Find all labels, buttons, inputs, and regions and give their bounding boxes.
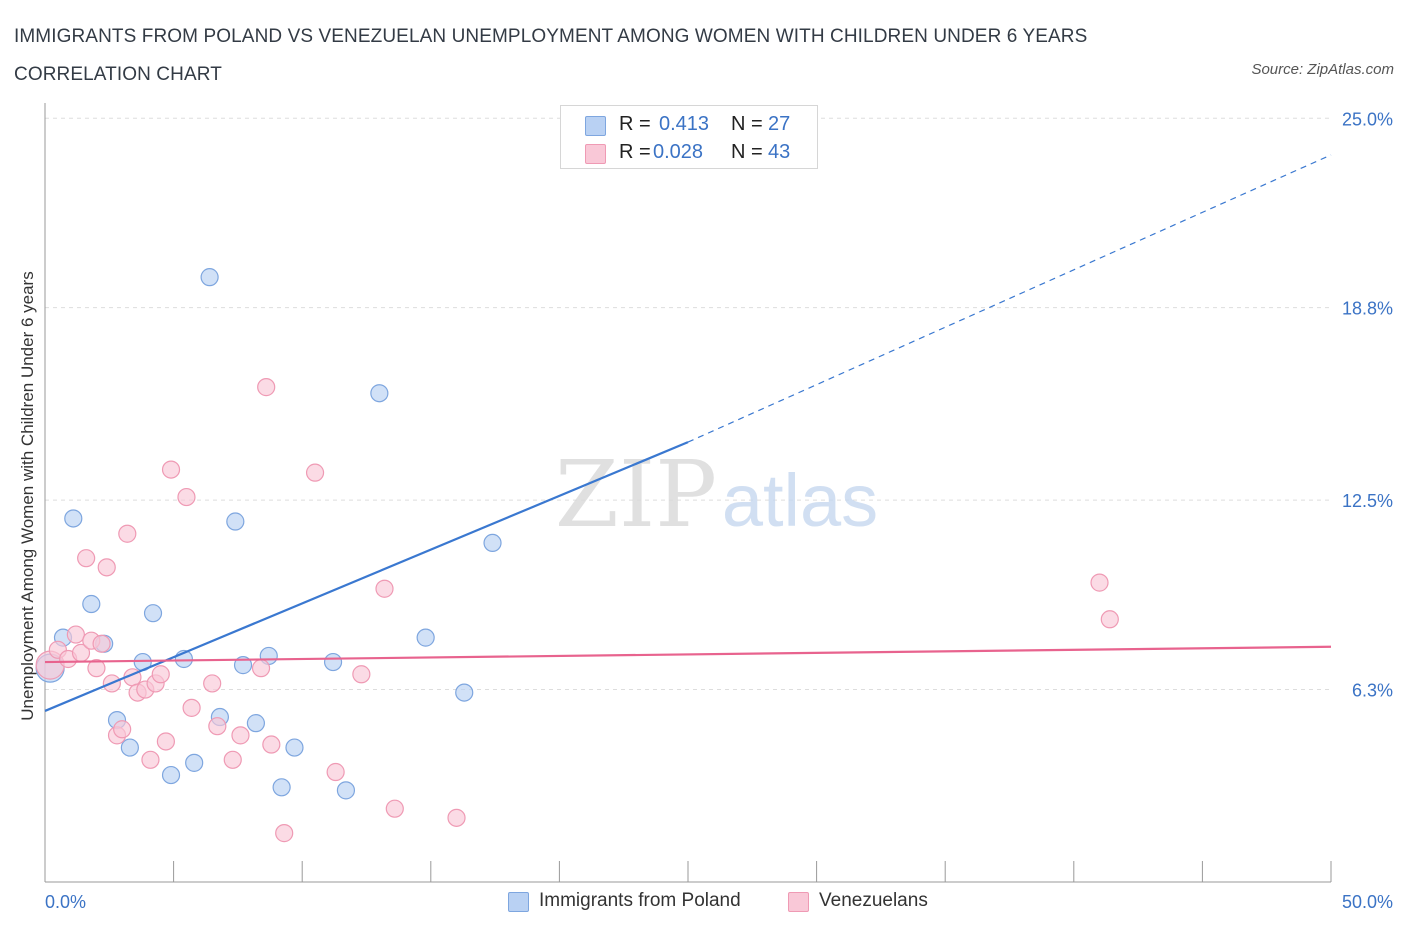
watermark: ZIP atlas — [555, 441, 878, 548]
venezuelans-point — [231, 726, 250, 745]
legend-r-label: R = — [619, 113, 651, 135]
poland-point — [483, 533, 502, 553]
y-tick-label: 18.8% — [1342, 299, 1393, 319]
x-tick-label: 0.0% — [45, 892, 86, 912]
poland-point — [185, 753, 204, 772]
venezuelans-point — [257, 378, 276, 397]
legend-label-venezuelans: Venezuelans — [819, 890, 928, 911]
venezuelans-trend-line — [44, 645, 1332, 664]
venezuelans-point — [161, 460, 181, 479]
watermark-atlas: atlas — [722, 459, 878, 542]
venezuelans-point — [156, 732, 175, 751]
poland-point — [82, 594, 101, 614]
venezuelans-point — [262, 735, 281, 754]
venezuelans-point — [113, 720, 132, 739]
venezuelans-point — [1090, 573, 1109, 592]
venezuelans-point — [203, 674, 222, 693]
venezuelans-point — [87, 659, 106, 678]
poland-point — [323, 652, 343, 672]
poland-point — [200, 268, 219, 287]
poland-point — [370, 384, 389, 403]
watermark-zip: ZIP — [555, 441, 717, 548]
venezuelans-point — [326, 762, 345, 782]
legend-swatch-poland — [508, 892, 529, 912]
x-tick-label: 50.0% — [1342, 892, 1393, 912]
data-points — [35, 115, 1119, 843]
legend-n-label: N = — [731, 113, 763, 135]
venezuelans-point — [385, 799, 404, 818]
venezuelans-point — [208, 717, 227, 736]
venezuelans-point — [352, 665, 371, 684]
legend-label-poland: Immigrants from Poland — [539, 890, 741, 911]
venezuelans-point — [251, 659, 271, 678]
tick-labels: 6.3% 12.5% 18.8% 25.0% 0.0% 50.0% — [45, 109, 1393, 912]
legend-n-value: 27 — [768, 113, 791, 135]
y-tick-label: 25.0% — [1342, 109, 1393, 129]
stats-legend: R = 0.413 N = 27 R = 0.028 N = 43 — [560, 105, 818, 169]
venezuelans-point — [182, 698, 201, 717]
trend-lines — [44, 154, 1332, 712]
poland-point — [143, 604, 163, 623]
legend-n-label: N = — [731, 141, 763, 163]
poland-point — [161, 765, 181, 785]
legend-swatch-poland — [585, 116, 606, 136]
y-tick-label: 12.5% — [1342, 491, 1393, 511]
grid-lines — [45, 117, 1331, 691]
legend-swatch-venezuelans — [585, 144, 606, 164]
poland-point — [416, 628, 435, 647]
venezuelans-point — [305, 463, 325, 482]
source-label: Source: ZipAtlas.com — [1251, 61, 1394, 78]
venezuelans-point — [151, 665, 170, 684]
venezuelans-point — [118, 524, 137, 543]
poland-point — [455, 683, 474, 702]
y-tick-label: 6.3% — [1352, 681, 1393, 701]
poland-point — [272, 778, 291, 797]
poland-point — [120, 738, 139, 757]
venezuelans-point — [97, 558, 116, 577]
poland-point — [64, 509, 83, 528]
venezuelans-point — [223, 750, 242, 769]
poland-point — [233, 656, 253, 675]
venezuelans-point — [177, 487, 196, 507]
venezuelans-point — [1100, 610, 1119, 629]
axes — [44, 103, 1332, 883]
venezuelans-point — [77, 549, 96, 568]
poland-point — [246, 714, 266, 733]
poland-point — [285, 738, 304, 757]
legend-r-value: 0.413 — [659, 113, 710, 135]
venezuelans-point — [447, 808, 466, 827]
poland-trend-extension — [687, 154, 1332, 443]
chart-title: IMMIGRANTS FROM POLAND VS VENEZUELAN UNE… — [14, 26, 1088, 85]
venezuelans-point — [66, 625, 85, 644]
venezuelans-point — [275, 824, 294, 843]
venezuelans-point — [141, 750, 160, 769]
poland-point — [226, 512, 245, 531]
poland-point — [336, 781, 356, 800]
legend-n-value: 43 — [768, 141, 791, 163]
venezuelans-point — [375, 579, 394, 598]
legend-r-label: R = — [619, 141, 651, 163]
poland-trend-line — [44, 441, 689, 712]
legend-swatch-venezuelans — [788, 892, 809, 912]
venezuelans-point — [92, 634, 111, 653]
legend-r-value: 0.028 — [653, 141, 704, 163]
